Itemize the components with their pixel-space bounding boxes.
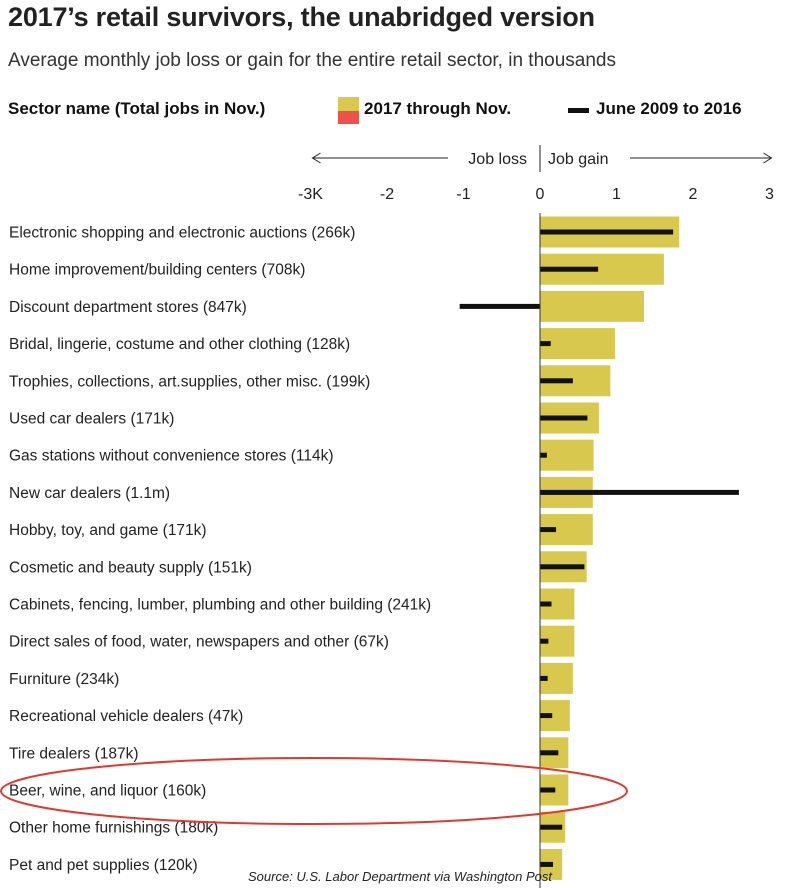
category-label: Recreational vehicle dealers (47k) (9, 708, 243, 725)
bar-2017 (540, 439, 594, 471)
category-label: Discount department stores (847k) (9, 299, 247, 316)
bar-historical (540, 675, 548, 681)
bar-historical (540, 638, 549, 644)
legend-sector-header: Sector name (Total jobs in Nov.) (8, 99, 266, 118)
category-label: New car dealers (1.1m) (9, 485, 170, 502)
category-label: Direct sales of food, water, newspapers … (9, 634, 389, 651)
category-label: Bridal, lingerie, costume and other clot… (9, 336, 350, 353)
legend-swatch-historical (568, 108, 589, 113)
category-label: Home improvement/building centers (708k) (9, 262, 305, 279)
legend-swatch-gain (338, 97, 359, 111)
category-label: Hobby, toy, and game (171k) (9, 522, 207, 539)
bar-historical (540, 341, 551, 347)
x-tick-label: -3K (298, 186, 323, 203)
bar-historical (540, 378, 573, 384)
bar-historical (540, 824, 563, 830)
bar-historical (540, 229, 674, 235)
category-label: Beer, wine, and liquor (160k) (9, 783, 206, 800)
x-tick-label: 0 (536, 186, 545, 203)
bar-historical (540, 861, 554, 867)
chart-title: 2017’s retail survivors, the unabridged … (8, 2, 595, 32)
x-tick-label: -2 (380, 186, 394, 203)
x-tick-label: 3 (765, 186, 774, 203)
highlight-ellipse (0, 757, 628, 825)
bar-2017 (540, 290, 645, 322)
bar-historical (540, 527, 557, 533)
category-label: Other home furnishings (180k) (9, 820, 218, 837)
job-gain-arrowhead-icon (763, 152, 773, 164)
source-note: Source: U.S. Labor Department via Washin… (248, 869, 552, 884)
job-loss-label: Job loss (468, 151, 527, 168)
bar-historical (540, 750, 559, 756)
category-label: Pet and pet supplies (120k) (9, 857, 198, 874)
bar-historical (540, 713, 553, 719)
legend-label-2017: 2017 through Nov. (364, 99, 512, 118)
chart-subtitle: Average monthly job loss or gain for the… (8, 50, 616, 71)
x-tick-label: 2 (689, 186, 698, 203)
legend-swatch-loss (338, 111, 359, 124)
bar-historical (540, 452, 547, 458)
category-label: Tire dealers (187k) (9, 745, 139, 762)
legend-item-2017: 2017 through Nov. (338, 97, 578, 127)
bar-historical (540, 787, 556, 793)
job-loss-arrowhead-icon (311, 152, 321, 164)
category-label: Trophies, collections, art.supplies, oth… (9, 373, 370, 390)
category-label: Furniture (234k) (9, 671, 119, 688)
x-tick-label: -1 (456, 186, 470, 203)
legend-item-historical: June 2009 to 2016 (568, 97, 798, 127)
category-label: Gas stations without convenience stores … (9, 448, 334, 465)
x-tick-label: 1 (612, 186, 621, 203)
bar-2017 (540, 328, 615, 360)
bar-historical (459, 303, 540, 309)
job-gain-label: Job gain (548, 151, 609, 168)
category-label: Cabinets, fencing, lumber, plumbing and … (9, 597, 431, 614)
category-label: Used car dealers (171k) (9, 411, 174, 428)
category-label: Electronic shopping and electronic aucti… (9, 225, 355, 242)
bar-historical (540, 489, 739, 495)
legend-label-historical: June 2009 to 2016 (596, 99, 742, 118)
bar-historical (540, 266, 599, 272)
bar-historical (540, 415, 588, 421)
category-label: Cosmetic and beauty supply (151k) (9, 559, 252, 576)
bar-historical (540, 564, 585, 570)
bar-historical (540, 601, 552, 607)
